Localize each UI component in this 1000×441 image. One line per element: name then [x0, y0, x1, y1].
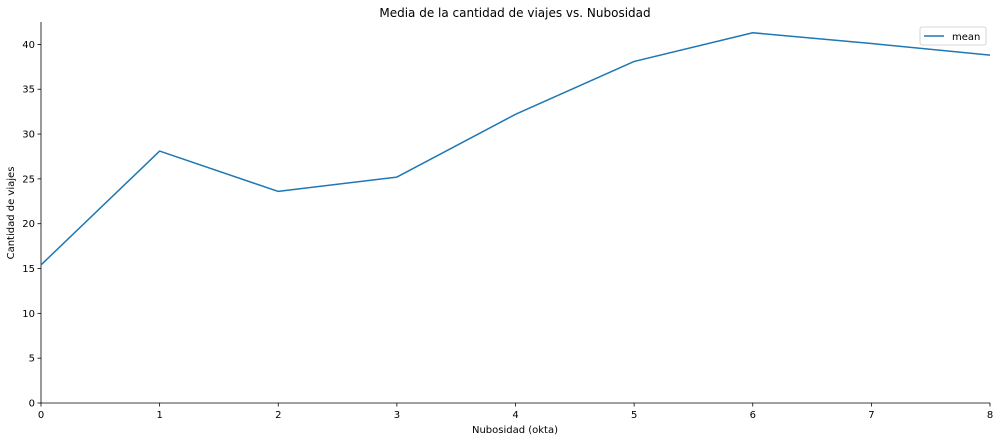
x-axis-label: Nubosidad (okta): [472, 425, 558, 436]
x-tick-label: 3: [394, 410, 400, 421]
chart-title: Media de la cantidad de viajes vs. Nubos…: [379, 6, 650, 20]
legend-label: mean: [952, 32, 980, 43]
x-tick-label: 5: [631, 410, 637, 421]
ticks: 0 1 2 3 4 5 6 7 8 0 5 10 15 20 25 30 35 40: [22, 40, 993, 421]
y-tick-label: 15: [22, 264, 35, 275]
y-tick-label: 20: [22, 219, 35, 230]
axes: [40, 22, 990, 404]
legend: mean: [919, 26, 987, 46]
series-layer: [40, 32, 991, 266]
x-tick-label: 2: [275, 410, 281, 421]
y-tick-label: 40: [22, 40, 35, 51]
x-tick-label: 0: [38, 410, 44, 421]
x-tick-label: 1: [156, 410, 162, 421]
y-axis-label: Cantidad de viajes: [6, 167, 17, 260]
x-tick-label: 6: [750, 410, 756, 421]
y-tick-label: 10: [22, 309, 35, 320]
y-tick-label: 0: [29, 399, 35, 410]
y-tick-label: 35: [22, 85, 35, 96]
y-tick-label: 30: [22, 130, 35, 141]
legend-box: [919, 26, 987, 46]
x-tick-label: 4: [512, 410, 518, 421]
x-tick-label: 7: [868, 410, 874, 421]
y-tick-label: 25: [22, 174, 35, 185]
x-tick-label: 8: [987, 410, 993, 421]
y-tick-label: 5: [29, 354, 35, 365]
series-line-mean: [40, 32, 991, 266]
